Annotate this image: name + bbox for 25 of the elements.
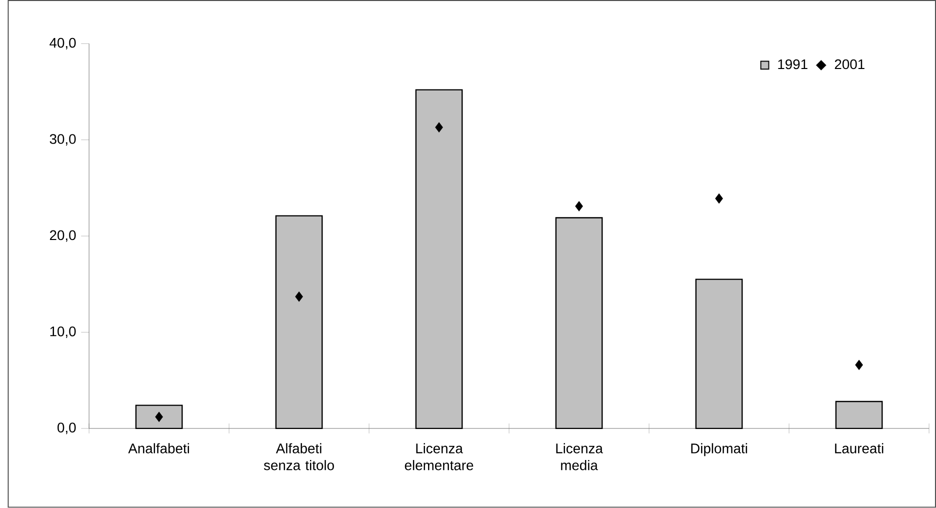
- y-tick-label: 30,0: [50, 134, 76, 146]
- bar: [835, 401, 883, 430]
- bar: [695, 278, 743, 430]
- bar: [275, 215, 323, 430]
- point: [435, 122, 443, 133]
- point: [155, 412, 163, 422]
- x-tick-label: Laureati: [835, 443, 884, 454]
- x-tick-label: Licenza elementare: [404, 443, 474, 470]
- bar: [555, 217, 603, 430]
- point: [575, 201, 583, 212]
- point: [295, 292, 303, 302]
- x-tick-label: Analfabeti: [128, 443, 189, 454]
- y-tick-label: 0,0: [58, 422, 76, 434]
- x-tick-label: Diplomati: [691, 443, 748, 456]
- x-tick-label: Alfabeti senza titolo: [264, 443, 334, 470]
- legend-label: 1991: [778, 59, 808, 70]
- bar: [135, 404, 183, 430]
- point: [715, 193, 723, 204]
- y-tick-label: 20,0: [50, 230, 76, 242]
- y-tick-label: 10,0: [50, 326, 76, 338]
- y-tick-label: 40,0: [50, 38, 76, 50]
- legend-label: 2001: [834, 59, 864, 70]
- x-tick-label: Licenza media: [556, 443, 603, 470]
- point: [855, 360, 863, 370]
- bar: [415, 89, 463, 430]
